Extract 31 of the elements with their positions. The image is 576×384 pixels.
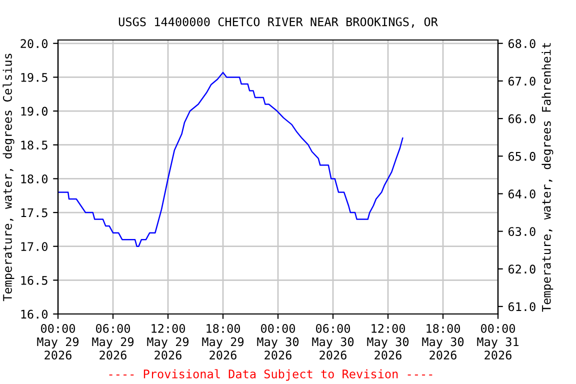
x-tick-label: 00:00 May 30 2026 (257, 324, 299, 360)
x-tick-label: 00:00 May 31 2026 (477, 324, 519, 360)
y2-tick-label: 61.0 (508, 302, 536, 312)
x-tick-label: 12:00 May 30 2026 (367, 324, 409, 360)
y-tick-label: 20.0 (20, 39, 48, 48)
y-tick-label: 19.5 (21, 72, 48, 82)
y2-tick-label: 62.0 (508, 264, 536, 274)
y-tick-label: 16.0 (21, 310, 48, 319)
chart-title: USGS 14400000 CHETCO RIVER NEAR BROOKINGS, OR (118, 17, 438, 28)
y2-tick-label: 68.0 (508, 39, 536, 48)
text: ---- Provisional Data Subject to Revision ---- (109, 369, 432, 381)
y2-tick-label: 66.0 (508, 114, 536, 124)
y-tick-label: 16.5 (21, 276, 48, 285)
y-tick-label: 18.5 (21, 140, 48, 150)
x-tick-label: 18:00 May 29 2026 (202, 324, 244, 360)
y2-axis-title: Temperature, water, degrees Fahrenheit (542, 43, 554, 312)
y-axis-title: Temperature, water, degrees Celsius (2, 54, 14, 302)
x-tick-label: 00:00 May 29 2026 (37, 324, 79, 360)
x-tick-label: 18:00 May 30 2026 (422, 324, 464, 360)
y-tick-label: 18.0 (21, 174, 48, 184)
y-tick-label: 17.0 (21, 242, 48, 252)
y2-tick-label: 64.0 (508, 189, 536, 198)
y2-tick-label: 63.0 (508, 227, 536, 236)
x-tick-label: 12:00 May 29 2026 (147, 324, 189, 360)
x-tick-label: 06:00 May 30 2026 (312, 324, 354, 360)
y2-tick-label: 65.0 (508, 152, 536, 161)
x-tick-label: 06:00 May 29 2026 (92, 324, 134, 360)
y2-tick-label: 67.0 (508, 76, 536, 86)
y-tick-label: 17.5 (21, 208, 48, 218)
line-series (58, 72, 404, 247)
y-tick-label: 19.0 (21, 106, 48, 116)
